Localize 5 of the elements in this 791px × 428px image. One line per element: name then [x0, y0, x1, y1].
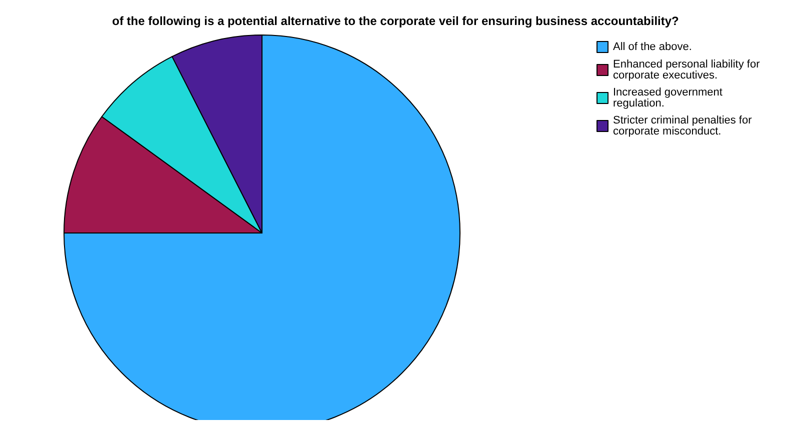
legend-label: All of the above. [613, 41, 692, 53]
legend-label: Enhanced personal liability for corporate executives. [613, 58, 763, 82]
chart-title: of the following is a potential alternative to the corporate veil for ensuring business accountability? [112, 14, 679, 28]
legend-label: Stricter criminal penalties for corporate misconduct. [613, 114, 755, 138]
legend-label: Increased government regulation. [613, 86, 726, 110]
